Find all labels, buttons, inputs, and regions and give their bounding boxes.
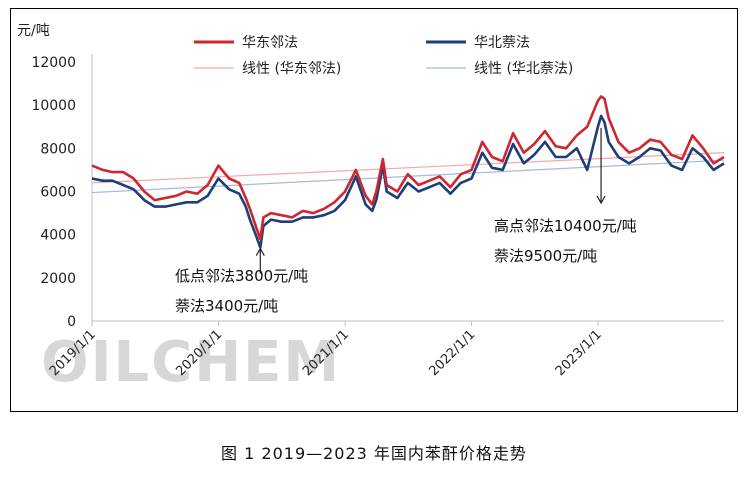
y-tick-label: 0 bbox=[67, 314, 76, 330]
watermark-logo: OILCHEM bbox=[41, 330, 341, 395]
y-tick-label: 8000 bbox=[40, 141, 76, 157]
series-line bbox=[91, 95, 725, 241]
annotation-arrowhead bbox=[255, 247, 265, 256]
y-tick-label: 4000 bbox=[40, 228, 76, 244]
legend-label: 线性 (华北萘法) bbox=[474, 61, 573, 77]
annotation-text: 高点邻法10400元/吨 bbox=[494, 217, 637, 235]
annotation-text: 低点邻法3800元/吨 bbox=[175, 267, 308, 285]
y-tick-label: 2000 bbox=[40, 271, 76, 287]
annotation-arrowhead bbox=[596, 195, 606, 205]
legend-label: 线性 (华东邻法) bbox=[242, 61, 341, 77]
annotation-text: 萘法9500元/吨 bbox=[494, 247, 597, 265]
trendline bbox=[91, 159, 725, 194]
annotation-text: 萘法3400元/吨 bbox=[175, 297, 278, 315]
series-line bbox=[91, 114, 725, 249]
y-axis-label: 元/吨 bbox=[17, 23, 50, 39]
legend-label: 华北萘法 bbox=[474, 35, 530, 51]
y-tick-label: 12000 bbox=[31, 55, 76, 71]
trendline bbox=[91, 152, 725, 184]
x-tick-label: 2023/1/1 bbox=[553, 327, 605, 379]
legend-label: 华东邻法 bbox=[242, 35, 298, 51]
y-tick-label: 6000 bbox=[40, 185, 76, 201]
y-tick-label: 10000 bbox=[31, 98, 76, 114]
chart-frame: OILCHEM 元/吨 0 2000 4000 6000 8000 10000 12000 20… bbox=[10, 8, 738, 412]
figure-caption: 图 1 2019—2023 年国内苯酐价格走势 bbox=[221, 444, 527, 463]
price-chart: OILCHEM 元/吨 0 2000 4000 6000 8000 10000 12000 20… bbox=[17, 23, 725, 395]
x-tick-label: 2022/1/1 bbox=[426, 327, 478, 379]
